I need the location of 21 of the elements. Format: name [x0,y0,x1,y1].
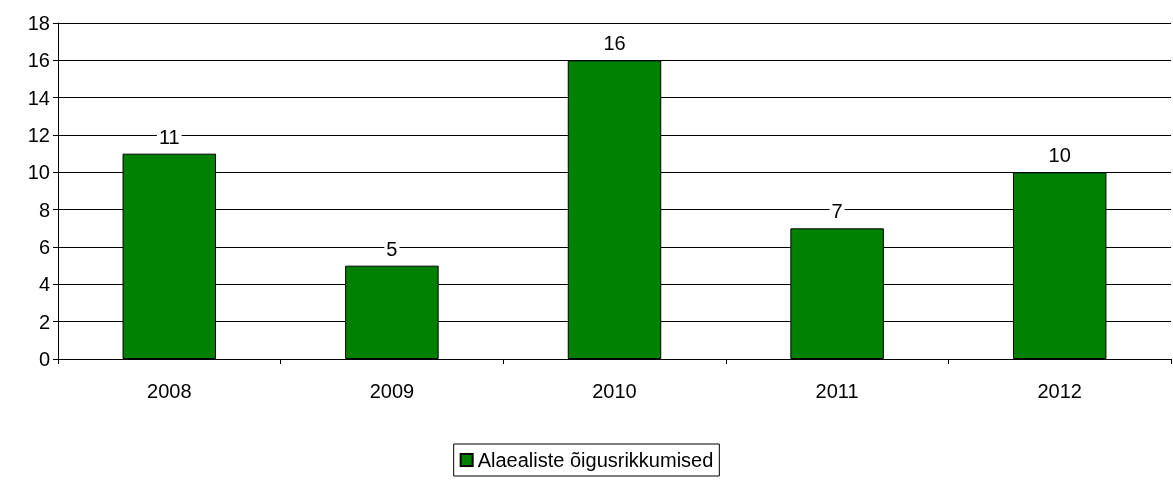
x-tick-label: 2012 [1037,380,1082,402]
y-tick-label: 4 [38,273,50,296]
y-tick-label: 8 [38,198,50,221]
y-tick-label: 2 [38,310,50,333]
y-tick-label: 14 [27,86,50,109]
y-tick-label: 16 [27,49,50,72]
y-tick-label: 12 [27,124,50,146]
y-tick-label: 10 [27,161,50,184]
data-label: 5 [386,237,398,260]
data-label: 11 [158,125,180,148]
x-tick-label: 2010 [592,380,637,402]
x-tick-label: 2008 [147,380,192,402]
data-label: 10 [1048,144,1071,167]
legend-label: Alaealiste õigusrikkumised [477,449,714,471]
x-tick-label: 2009 [369,380,415,402]
data-label: 16 [603,32,626,55]
y-tick-label: 6 [38,236,50,258]
x-tick-label: 2011 [815,380,859,402]
y-tick-label: 0 [38,348,50,370]
data-label: 7 [831,200,843,223]
y-tick-label: 18 [27,12,50,34]
